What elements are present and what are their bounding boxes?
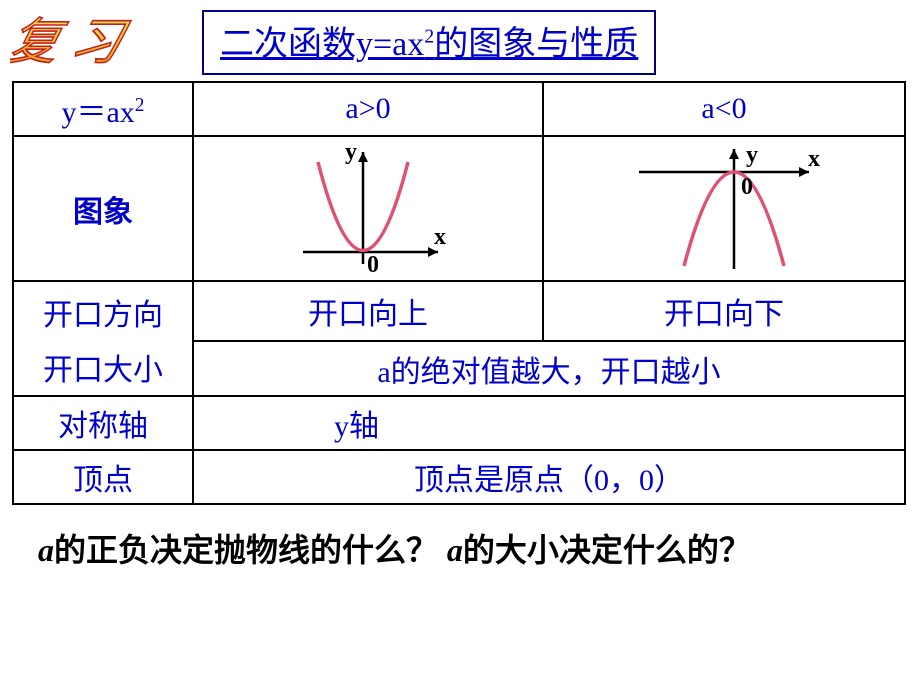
svg-text:0: 0 <box>741 174 753 200</box>
row-vertex-label: 顶点 <box>13 450 193 504</box>
vertex-text: 顶点是原点（0，0） <box>193 450 905 504</box>
q-part2: 的大小决定什么的？ <box>463 532 751 568</box>
review-logo: 复 习 <box>10 15 190 70</box>
parabola-down-icon: y x 0 <box>624 144 824 274</box>
row-open-direction: 开口方向 开口向上 开口向下 <box>13 281 905 341</box>
row-axis-label: 对称轴 <box>13 396 193 450</box>
svg-text:复 习: 复 习 <box>10 15 133 70</box>
page-title: 二次函数y=ax2的图象与性质 <box>202 10 656 75</box>
svg-text:y: y <box>746 144 758 168</box>
svg-text:0: 0 <box>367 252 379 274</box>
title-post: 的图象与性质 <box>434 26 638 63</box>
properties-table: y＝ax2 a>0 a<0 图象 y x 0 <box>12 81 906 505</box>
header-c1: y＝ax2 <box>13 82 193 136</box>
q-part1: 的正负决定抛物线的什么？ <box>54 532 447 568</box>
row-graph-label: 图象 <box>13 136 193 281</box>
q-a2: a <box>447 532 463 568</box>
open-dir-up: 开口向上 <box>193 281 543 341</box>
graph-down-cell: y x 0 <box>543 136 905 281</box>
graph-up-cell: y x 0 <box>193 136 543 281</box>
svg-text:x: x <box>808 146 820 172</box>
header-c1-sup: 2 <box>135 95 145 116</box>
svg-text:x: x <box>434 224 446 250</box>
axis-text: y轴 <box>193 396 905 450</box>
title-sup: 2 <box>424 26 434 48</box>
row-vertex: 顶点 顶点是原点（0，0） <box>13 450 905 504</box>
table-header-row: y＝ax2 a>0 a<0 <box>13 82 905 136</box>
open-size-text: a的绝对值越大，开口越小 <box>193 341 905 396</box>
header-row: 复 习 二次函数y=ax2的图象与性质 <box>0 0 920 81</box>
q-a1: a <box>38 532 54 568</box>
open-dir-down: 开口向下 <box>543 281 905 341</box>
row-axis: 对称轴 y轴 <box>13 396 905 450</box>
row-open-size: 开口大小 a的绝对值越大，开口越小 <box>13 341 905 396</box>
title-pre: 二次函数y=ax <box>220 26 424 63</box>
bottom-question: a的正负决定抛物线的什么？ a的大小决定什么的？ <box>38 527 882 573</box>
header-c2: a>0 <box>193 82 543 136</box>
header-c3: a<0 <box>543 82 905 136</box>
row-graph: 图象 y x 0 y x <box>13 136 905 281</box>
header-c1-pre: y＝ax <box>61 96 134 129</box>
parabola-up-icon: y x 0 <box>283 144 453 274</box>
svg-text:y: y <box>345 144 357 165</box>
row-open-dir-label: 开口方向 <box>13 281 193 341</box>
row-open-size-label: 开口大小 <box>13 341 193 396</box>
